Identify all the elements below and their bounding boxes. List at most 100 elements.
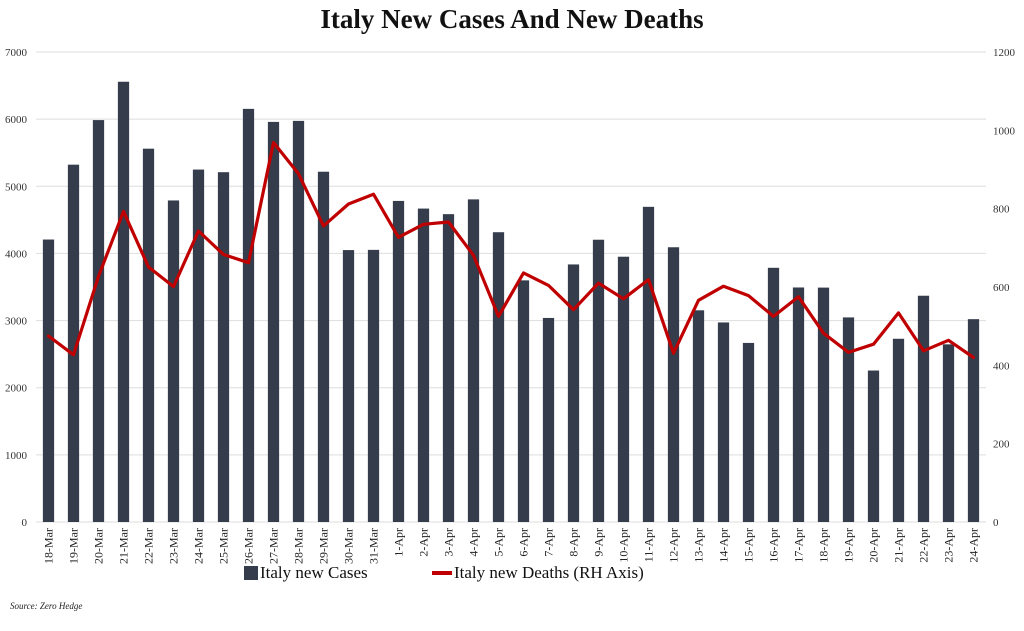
bar-25-Mar [217,172,230,522]
deaths-point-19-Apr [847,351,850,354]
bar-8-Apr [567,264,580,522]
deaths-point-9-Apr [597,282,600,284]
deaths-point-13-Apr [697,299,700,302]
bar-16-Apr [767,267,780,522]
deaths-point-22-Mar [147,266,150,268]
deaths-point-27-Mar [272,141,275,144]
x-tick-label: 20-Mar [92,528,106,564]
deaths-point-18-Mar [47,335,50,337]
legend-item-cases: Italy new Cases [244,563,368,583]
bar-30-Mar [342,250,355,523]
bar-18-Apr [817,287,830,522]
x-tick-label: 7-Apr [542,528,556,557]
x-tick-label: 26-Mar [242,528,256,564]
deaths-point-22-Apr [922,350,925,352]
right-axis-ticks: 0 200 400 600 800 1000 1200 [993,47,1016,529]
x-tick-label: 5-Apr [492,528,506,557]
deaths-point-26-Mar [247,261,250,264]
x-tick-label: 4-Apr [467,528,481,557]
deaths-point-14-Apr [722,285,725,288]
x-tick-label: 28-Mar [292,528,306,564]
bar-26-Mar [242,108,255,523]
bar-9-Apr [592,239,605,522]
x-tick-label: 19-Apr [842,528,856,563]
x-tick-label: 20-Apr [867,528,881,563]
x-tick-label: 18-Apr [817,528,831,563]
bar-29-Mar [317,171,330,523]
deaths-point-3-Apr [447,221,450,223]
deaths-point-10-Apr [622,297,625,300]
bar-17-Apr [792,287,805,522]
x-tick-label: 13-Apr [692,528,706,563]
bar-15-Apr [742,342,755,522]
deaths-point-21-Mar [122,210,125,213]
source-note: Source: Zero Hedge [10,601,83,611]
legend-label-cases: Italy new Cases [260,563,368,582]
bar-10-Apr [617,256,630,522]
bar-3-Apr [442,214,455,522]
deaths-point-29-Mar [322,225,325,227]
deaths-point-24-Mar [197,230,200,232]
x-tick-label: 22-Mar [142,528,156,564]
right-tick-label: 200 [993,439,1010,451]
x-tick-label: 25-Mar [217,528,231,564]
deaths-point-18-Apr [822,332,825,335]
x-tick-label: 12-Apr [667,528,681,563]
x-tick-label: 2-Apr [417,528,431,557]
x-tick-label: 11-Apr [642,528,656,562]
bar-23-Mar [167,200,180,522]
legend-swatch-deaths [432,571,452,575]
bar-2-Apr [417,208,430,522]
left-tick-label: 3000 [5,316,28,328]
x-tick-label: 30-Mar [342,528,356,564]
deaths-point-17-Apr [797,295,800,298]
bar-22-Mar [142,148,155,522]
bar-20-Mar [92,120,105,522]
bar-series [42,81,980,523]
deaths-point-11-Apr [647,278,650,281]
bar-18-Mar [42,239,55,522]
deaths-point-21-Apr [897,312,900,314]
bar-20-Apr [867,370,880,522]
line-series [46,140,976,360]
x-tick-label: 29-Mar [317,528,331,564]
deaths-point-24-Apr [972,356,975,359]
deaths-point-15-Apr [747,294,750,297]
x-tick-label: 31-Mar [367,528,381,564]
bar-22-Apr [917,295,930,522]
deaths-point-1-Apr [397,236,400,239]
bar-6-Apr [517,280,530,522]
x-tick-label: 24-Mar [192,528,206,564]
legend-swatch-cases [244,566,258,580]
left-tick-label: 6000 [5,114,28,126]
x-tick-label: 10-Apr [617,528,631,563]
bar-21-Apr [892,338,905,522]
deaths-point-20-Apr [872,343,875,345]
bar-1-Apr [392,200,405,522]
left-tick-label: 7000 [5,47,28,59]
right-tick-label: 600 [993,282,1010,294]
right-tick-label: 1000 [993,125,1016,137]
deaths-point-8-Apr [572,308,575,311]
deaths-point-19-Mar [72,353,75,356]
x-tick-label: 27-Mar [267,528,281,564]
right-tick-label: 800 [993,204,1010,216]
deaths-point-28-Mar [297,173,300,175]
x-tick-label: 22-Apr [917,528,931,563]
x-tick-label: 14-Apr [717,528,731,563]
deaths-point-4-Apr [472,254,475,257]
x-tick-label: 21-Mar [117,528,131,564]
chart-area: 0 1000 2000 3000 4000 5000 6000 7000 0 200 400 600… [5,47,1016,564]
bar-27-Mar [267,121,280,522]
bar-12-Apr [667,247,680,522]
bar-19-Apr [842,317,855,522]
x-tick-label: 21-Apr [892,528,906,563]
x-tick-label: 23-Apr [942,528,956,563]
deaths-point-12-Apr [672,352,675,354]
x-tick-label: 24-Apr [967,528,981,563]
x-tick-label: 18-Mar [42,528,56,564]
legend-label-deaths: Italy new Deaths (RH Axis) [454,563,644,582]
x-tick-label: 23-Mar [167,528,181,564]
bar-24-Mar [192,169,205,522]
deaths-point-30-Mar [347,203,350,205]
